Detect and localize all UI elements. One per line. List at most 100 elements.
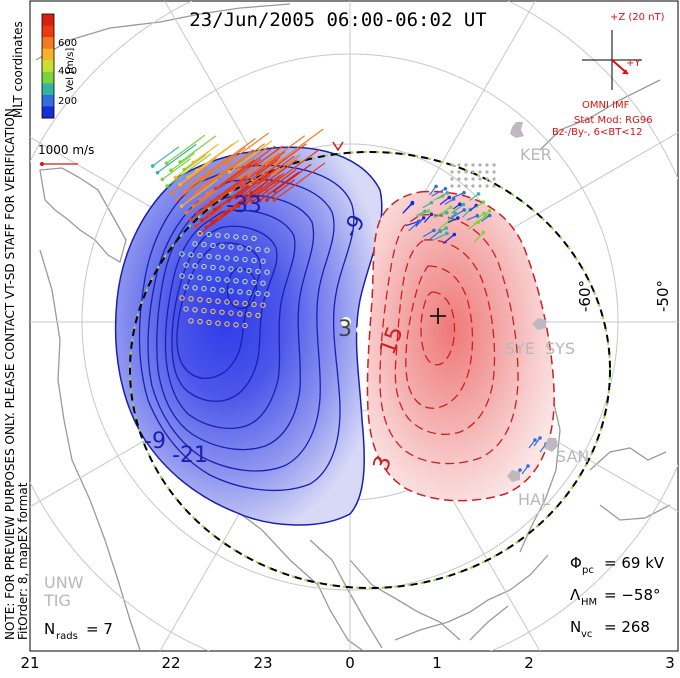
grid-dot bbox=[485, 177, 489, 181]
grid-dot bbox=[492, 177, 496, 181]
colorbar-tick-label: 200 bbox=[58, 96, 77, 107]
velocity-vector bbox=[273, 128, 324, 166]
station-markers bbox=[507, 122, 558, 482]
colorbar-swatch bbox=[42, 37, 54, 50]
station-label-hal: HAL bbox=[518, 490, 550, 509]
grid-dot bbox=[233, 322, 239, 328]
velocity-vector bbox=[264, 135, 306, 166]
velocity-vector bbox=[431, 186, 448, 197]
velocity-vector bbox=[272, 163, 312, 193]
grid-dot bbox=[246, 245, 252, 252]
velocity-vector bbox=[422, 200, 434, 209]
latitude-label-50: -50° bbox=[654, 280, 672, 312]
stat-n-rads: N rads = 7 bbox=[44, 620, 113, 642]
scale-vector: 1000 m/s bbox=[38, 143, 94, 166]
velocity-vector bbox=[257, 171, 300, 203]
grid-dot bbox=[215, 276, 221, 282]
stat-n-vc: N vc = 268 bbox=[570, 618, 650, 640]
velocity-vector bbox=[437, 205, 453, 217]
velocity-vector bbox=[236, 146, 269, 171]
grid-dot bbox=[228, 288, 234, 294]
grid-dot bbox=[192, 285, 198, 291]
grid-dot bbox=[210, 308, 216, 315]
grid-dot bbox=[264, 291, 270, 297]
velocity-vector bbox=[234, 168, 276, 200]
grid-dot bbox=[450, 184, 454, 188]
grid-dot bbox=[242, 300, 248, 307]
colorbar-swatch bbox=[42, 14, 54, 27]
grid-dot bbox=[219, 243, 225, 249]
imf-z-label: +Z (20 nT) bbox=[610, 12, 665, 23]
dawn-convection-cell bbox=[366, 190, 555, 502]
imf-model-line2: Bz-/By-, 6<BT<12 bbox=[552, 127, 642, 138]
station-label-unw: UNW bbox=[44, 573, 84, 592]
velocity-vector bbox=[264, 143, 307, 175]
velocity-vector bbox=[447, 216, 460, 224]
mlt-tick-label: 2 bbox=[524, 654, 534, 672]
grid-dot bbox=[233, 234, 239, 240]
svg-text:N: N bbox=[44, 620, 55, 638]
velocity-vector bbox=[403, 200, 415, 213]
stat-phi-pc: Φ pc = 69 kV bbox=[570, 554, 665, 576]
velocity-vector bbox=[447, 211, 458, 221]
grid-dot bbox=[450, 177, 454, 181]
side-note-line2: FitOrder: 8, mapEX format bbox=[16, 482, 30, 640]
grid-dot bbox=[251, 257, 257, 264]
station-marker-ker bbox=[510, 122, 524, 138]
grid-dot bbox=[224, 277, 230, 283]
grid-dot bbox=[228, 266, 234, 272]
grid-dot bbox=[219, 265, 225, 271]
velocity-vector bbox=[264, 168, 297, 193]
grid-dot bbox=[197, 252, 203, 259]
grid-dot bbox=[242, 256, 248, 263]
scale-vector-label: 1000 m/s bbox=[38, 143, 94, 157]
svg-text:= 69 kV: = 69 kV bbox=[604, 554, 665, 572]
station-marker-hal bbox=[507, 470, 520, 482]
velocity-vector bbox=[273, 154, 301, 175]
grid-dot bbox=[464, 177, 468, 181]
station-marker-sye bbox=[532, 318, 546, 330]
grid-dot bbox=[478, 163, 482, 167]
velocity-vector bbox=[476, 211, 486, 219]
colorbar-coord-label: MLT coordinates bbox=[11, 21, 25, 118]
grid-dot bbox=[183, 262, 189, 268]
velocity-vector bbox=[210, 162, 236, 183]
grid-dot bbox=[264, 247, 270, 253]
colorbar-tick-label: 600 bbox=[58, 38, 77, 49]
side-note-line1: NOTE: FOR PREVIEW PURPOSES ONLY. PLEASE … bbox=[3, 104, 17, 640]
grid-dot bbox=[201, 241, 207, 248]
svg-text:= −58°: = −58° bbox=[604, 586, 661, 604]
velocity-vector bbox=[165, 153, 212, 188]
grid-dot bbox=[478, 184, 482, 188]
grid-dot bbox=[192, 263, 198, 269]
grid-dot bbox=[224, 299, 230, 305]
grid-dot bbox=[471, 184, 475, 188]
grid-dot bbox=[260, 258, 266, 264]
velocity-vector bbox=[255, 156, 281, 176]
station-label-ker: KER bbox=[520, 145, 552, 164]
velocity-vector bbox=[480, 213, 492, 222]
svg-text:HM: HM bbox=[581, 597, 597, 608]
grid-dot bbox=[492, 163, 496, 167]
velocity-vector bbox=[433, 210, 449, 218]
imf-dial: +Z (20 nT) +Y OMNI IMF Stat Mod: RG96 Bz… bbox=[552, 12, 665, 138]
station-label-sys: SYS bbox=[545, 339, 575, 358]
grid-dot bbox=[215, 320, 221, 326]
velocity-vector bbox=[442, 232, 457, 244]
grid-dot bbox=[210, 286, 216, 293]
mlt-tick-label: 3 bbox=[665, 654, 675, 672]
grid-dot bbox=[179, 273, 185, 279]
grid-dot bbox=[228, 310, 234, 316]
grid-dot bbox=[485, 184, 489, 188]
velocity-vector bbox=[173, 154, 207, 180]
velocity-vector bbox=[256, 155, 295, 185]
grid-dot bbox=[228, 244, 234, 250]
station-labels: KER SYE SYS SAN HAL UNW TIG bbox=[43, 145, 589, 610]
velocity-vector bbox=[482, 208, 492, 218]
grid-dot bbox=[478, 170, 482, 174]
grid-dot bbox=[206, 253, 212, 260]
svg-text:rads: rads bbox=[56, 631, 78, 642]
imf-source-label: OMNI IMF bbox=[582, 100, 630, 111]
pole-marker-2 bbox=[356, 326, 364, 334]
grid-dot bbox=[179, 295, 185, 301]
